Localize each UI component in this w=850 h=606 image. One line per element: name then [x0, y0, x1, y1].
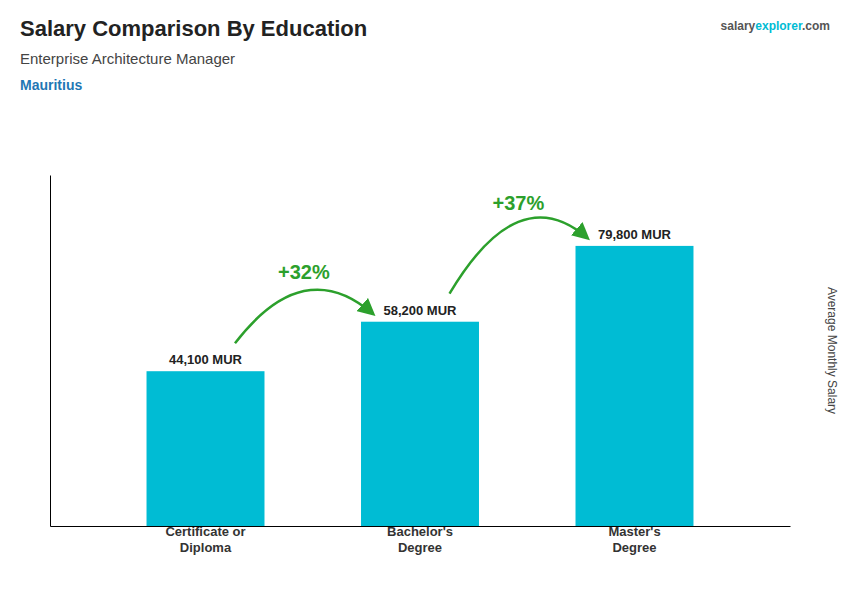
data-label: 58,200 MUR [384, 303, 458, 318]
data-label: 79,800 MUR [598, 227, 672, 242]
data-labels: 44,100 MUR 58,200 MUR 79,800 MUR [169, 227, 672, 367]
country: Mauritius [20, 77, 82, 93]
x-tick-label: Certificate orDiploma [165, 524, 245, 555]
bar [576, 246, 694, 526]
chart-svg: Salary Comparison By Education Enterprise… [0, 0, 850, 606]
x-tick-label: Bachelor'sDegree [387, 524, 453, 555]
x-tick-label-line: Degree [612, 540, 656, 555]
chart-container: Salary Comparison By Education Enterprise… [0, 0, 850, 606]
arrow [235, 290, 373, 344]
data-label: 44,100 MUR [169, 352, 243, 367]
x-tick: Certificate orDiploma [165, 524, 245, 555]
title: Salary Comparison By Education [20, 16, 367, 41]
x-tick-label-line: Degree [398, 540, 442, 555]
bars [147, 246, 694, 526]
x-tick-label-line: Master's [608, 524, 660, 539]
x-tick: Bachelor'sDegree [387, 524, 453, 555]
watermark: salaryexplorer.com [721, 19, 830, 33]
bar [361, 322, 479, 526]
annotation: +37% [493, 192, 545, 214]
x-axis: Certificate orDiplomaBachelor'sDegreeMas… [51, 524, 791, 555]
y-axis [50, 176, 51, 527]
x-tick-label: Master'sDegree [608, 524, 660, 555]
annotation: +32% [278, 261, 330, 283]
watermark-part: salary [721, 19, 756, 33]
watermark-part: .com [802, 19, 830, 33]
bar [147, 371, 265, 526]
annotations: +32% +37% [235, 192, 587, 343]
x-tick-label-line: Bachelor's [387, 524, 453, 539]
plot: Certificate orDiplomaBachelor'sDegreeMas… [51, 176, 791, 555]
arrow [449, 217, 587, 293]
y-axis-title: Average Monthly Salary [825, 287, 839, 414]
x-tick-label-line: Diploma [180, 540, 232, 555]
x-tick-label-line: Certificate or [165, 524, 245, 539]
watermark-part: explorer [755, 19, 803, 33]
subtitle: Enterprise Architecture Manager [20, 50, 235, 67]
x-tick: Master'sDegree [608, 524, 660, 555]
y-axis-line [50, 176, 51, 527]
